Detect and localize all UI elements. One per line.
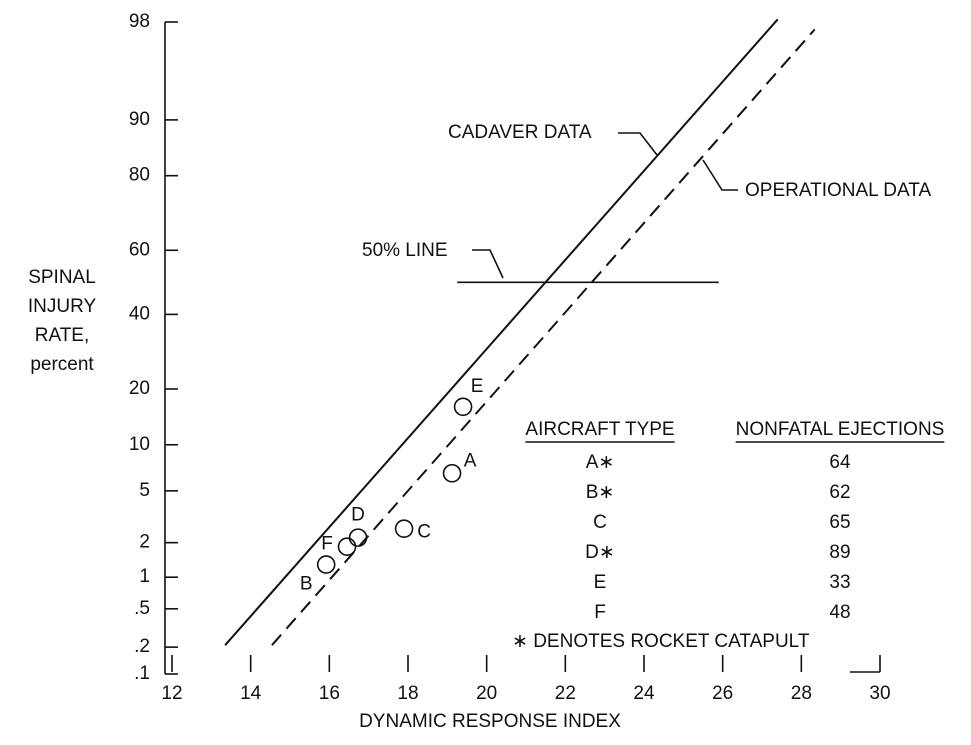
y-tick-label: 90	[129, 109, 150, 130]
x-tick-label: 28	[791, 683, 812, 704]
leader	[472, 249, 504, 279]
y-tick-label: 2	[139, 532, 150, 553]
table-cell: 89	[829, 542, 850, 563]
point-label: D	[351, 505, 365, 526]
x-tick-label: 20	[476, 683, 497, 704]
y-tick-label: .5	[134, 598, 150, 619]
leader	[618, 132, 658, 156]
data-point	[394, 519, 414, 538]
x-tick-label: 22	[555, 683, 576, 704]
table-cell: 48	[829, 602, 850, 623]
point-label: E	[471, 376, 484, 397]
point-label: A	[464, 450, 477, 471]
y-tick-label: 60	[129, 239, 150, 260]
table-cell: A∗	[586, 452, 615, 473]
y-tick-label: 1	[139, 566, 150, 587]
y-tick-label: 40	[129, 303, 150, 324]
x-tick-label: 16	[319, 683, 340, 704]
data-point	[442, 463, 462, 483]
leader	[702, 159, 738, 191]
table-header: AIRCRAFT TYPE	[525, 419, 674, 440]
x-tick-label: 30	[869, 683, 890, 704]
table-cell: F	[594, 602, 606, 623]
data-line	[224, 18, 779, 646]
table-cell: 62	[829, 482, 850, 503]
annotation: OPERATIONAL DATA	[745, 180, 931, 201]
y-axis-label: RATE,	[35, 325, 90, 346]
table-cell: C	[593, 512, 607, 533]
y-axis-label: percent	[30, 354, 94, 375]
x-tick-label: 12	[161, 683, 182, 704]
x-tick-label: 24	[633, 683, 655, 704]
y-tick-label: 10	[129, 434, 150, 455]
y-tick-label: .2	[134, 636, 150, 657]
table-cell: 33	[829, 572, 850, 593]
y-tick-label: 80	[129, 165, 150, 186]
point-label: B	[300, 574, 313, 595]
table-cell: D∗	[585, 542, 615, 563]
table-cell: B∗	[586, 482, 615, 503]
y-tick-label: 98	[129, 11, 150, 32]
data-point	[348, 528, 368, 547]
data-line	[271, 28, 816, 646]
x-tick-label: 26	[712, 683, 733, 704]
y-tick-label: .1	[134, 663, 150, 684]
table-cell: E	[594, 572, 607, 593]
x-axis-label: DYNAMIC RESPONSE INDEX	[359, 711, 621, 732]
annotation: 50% LINE	[362, 240, 448, 261]
x-tick-label: 18	[397, 683, 418, 704]
data-point	[453, 397, 473, 417]
point-label: F	[321, 534, 333, 555]
table-footnote: ∗ DENOTES ROCKET CATAPULT	[512, 631, 810, 652]
y-axis-label: SPINAL	[28, 267, 96, 288]
table-header: NONFATAL EJECTIONS	[736, 419, 945, 440]
x-tick-label: 14	[240, 683, 262, 704]
data-point	[337, 537, 357, 557]
table-cell: 65	[829, 512, 850, 533]
y-tick-label: 20	[129, 378, 150, 399]
table-cell: 64	[829, 452, 851, 473]
data-point	[316, 555, 336, 574]
y-axis-label: INJURY	[28, 296, 97, 317]
point-label: C	[417, 522, 431, 543]
y-tick-label: 5	[139, 480, 150, 501]
annotation: CADAVER DATA	[448, 122, 592, 143]
